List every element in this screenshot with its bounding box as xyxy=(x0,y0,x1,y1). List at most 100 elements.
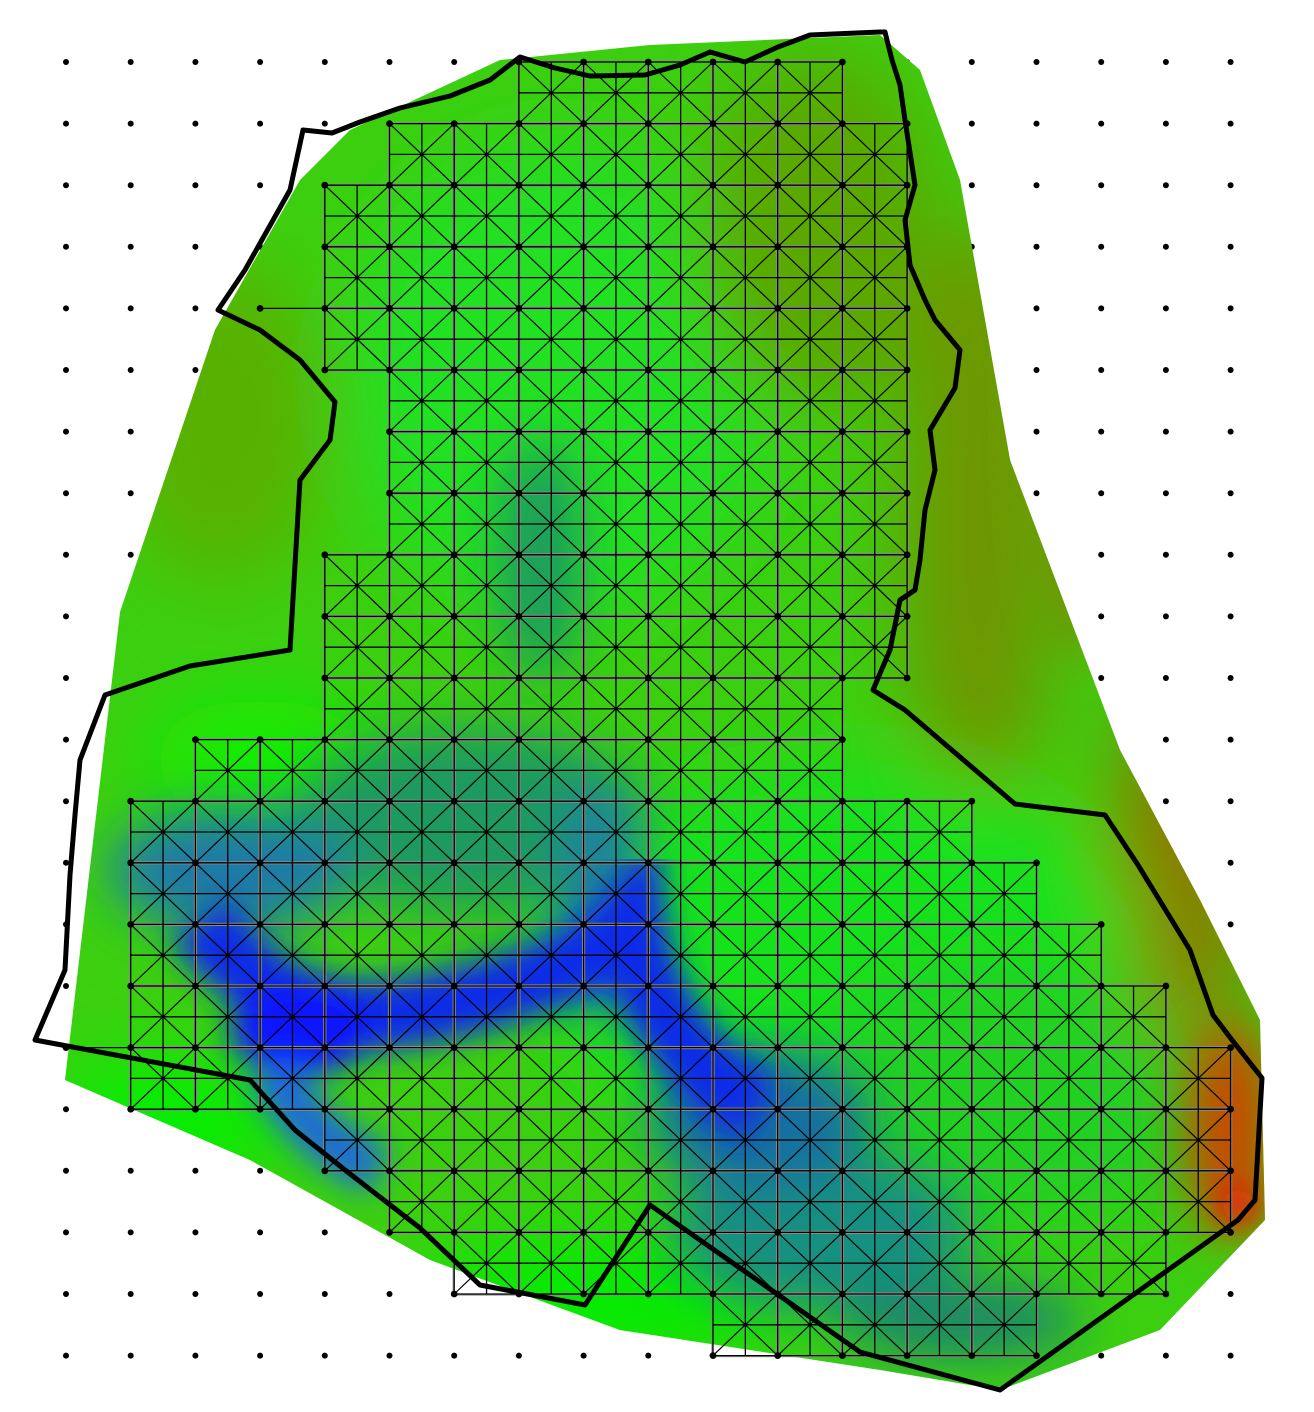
background-dot xyxy=(1098,490,1105,497)
mesh-node xyxy=(580,1105,587,1113)
mesh-node xyxy=(386,551,393,559)
background-dot xyxy=(1033,428,1040,435)
mesh-node xyxy=(1097,982,1105,990)
background-dot xyxy=(63,613,69,620)
background-dot xyxy=(1162,182,1169,189)
mesh-node xyxy=(580,1290,587,1298)
mesh-node xyxy=(644,58,652,66)
background-dot xyxy=(127,1229,134,1236)
mesh-node xyxy=(580,181,587,189)
mesh-node xyxy=(774,613,782,620)
mesh-node xyxy=(386,428,393,435)
mesh-node xyxy=(839,1105,846,1113)
mesh-node xyxy=(1097,1290,1105,1298)
mesh-node xyxy=(709,305,717,312)
mesh-node xyxy=(450,1105,458,1113)
mesh-node xyxy=(256,921,264,928)
background-dot xyxy=(63,428,69,435)
mesh-node xyxy=(968,1290,976,1298)
mesh-node xyxy=(774,181,782,189)
mesh-node xyxy=(839,181,846,189)
background-dot xyxy=(63,1352,69,1359)
mesh-node xyxy=(709,674,717,682)
mesh-node xyxy=(515,1167,523,1175)
background-dot xyxy=(1098,613,1105,620)
mesh-node xyxy=(774,120,782,127)
background-dot xyxy=(321,1229,328,1236)
mesh-node xyxy=(192,859,199,867)
background-dot xyxy=(1098,243,1105,250)
mesh-node xyxy=(256,1105,264,1113)
mesh-node xyxy=(256,797,264,805)
mesh-node xyxy=(386,797,393,805)
mesh-node xyxy=(839,551,846,559)
background-dot xyxy=(127,428,134,435)
background-dot xyxy=(1227,675,1234,681)
background-dot xyxy=(1162,59,1169,65)
mesh-node xyxy=(1162,982,1170,990)
mesh-node xyxy=(386,1105,393,1113)
mesh-node xyxy=(774,1229,782,1236)
mesh-node xyxy=(386,120,393,127)
mesh-node xyxy=(644,1229,652,1236)
mesh-node xyxy=(1097,1167,1105,1175)
background-dot xyxy=(127,243,134,250)
mesh-node xyxy=(709,428,717,435)
mesh-node xyxy=(903,613,911,620)
background-dot xyxy=(968,182,975,189)
mesh-node xyxy=(903,181,911,189)
mesh-node xyxy=(1033,921,1040,928)
background-dot xyxy=(257,182,264,189)
mesh-node xyxy=(903,982,911,990)
background-dot xyxy=(1227,120,1234,127)
mesh-node xyxy=(580,305,587,312)
mesh-node xyxy=(450,613,458,620)
background-dot xyxy=(127,1291,134,1297)
background-dot xyxy=(63,243,69,250)
mesh-node xyxy=(839,58,846,66)
mesh-node xyxy=(1097,1229,1105,1236)
mesh-node xyxy=(386,613,393,620)
mesh-node xyxy=(127,859,135,867)
background-dot xyxy=(1098,675,1105,681)
mesh-node xyxy=(1097,1044,1105,1051)
mesh-node xyxy=(450,243,458,251)
mesh-node xyxy=(774,1105,782,1113)
background-dot xyxy=(63,551,69,558)
mesh-node xyxy=(450,305,458,312)
background-dot xyxy=(1227,305,1234,312)
mesh-node xyxy=(774,982,782,990)
mesh-node xyxy=(774,366,782,374)
mesh-node xyxy=(450,181,458,189)
background-dot xyxy=(127,120,134,127)
background-dot xyxy=(321,59,328,65)
mesh-node xyxy=(709,1105,717,1113)
mesh-grid xyxy=(62,58,1234,1359)
mesh-node xyxy=(515,797,523,805)
mesh-node xyxy=(450,1229,458,1236)
mesh-node xyxy=(839,613,846,620)
mesh-node xyxy=(515,243,523,251)
mesh-node xyxy=(321,243,329,251)
background-dot xyxy=(63,859,69,866)
background-dot xyxy=(192,1229,199,1236)
mesh-node xyxy=(580,1167,587,1175)
mesh-node xyxy=(903,1105,911,1113)
background-dot xyxy=(63,798,69,805)
mesh-node xyxy=(450,674,458,682)
mesh-node xyxy=(709,181,717,189)
domain-boundary xyxy=(32,29,1265,1393)
mesh-node xyxy=(774,551,782,559)
background-dot xyxy=(63,736,69,743)
background-dot xyxy=(321,1352,328,1359)
background-dot xyxy=(192,1167,199,1174)
mesh-node xyxy=(321,1167,329,1175)
mesh-node xyxy=(839,243,846,251)
background-dot xyxy=(63,120,69,127)
background-dot xyxy=(645,1352,652,1359)
mesh-node xyxy=(1033,1044,1040,1051)
mesh-node xyxy=(127,982,135,990)
mesh-node xyxy=(839,1044,846,1051)
